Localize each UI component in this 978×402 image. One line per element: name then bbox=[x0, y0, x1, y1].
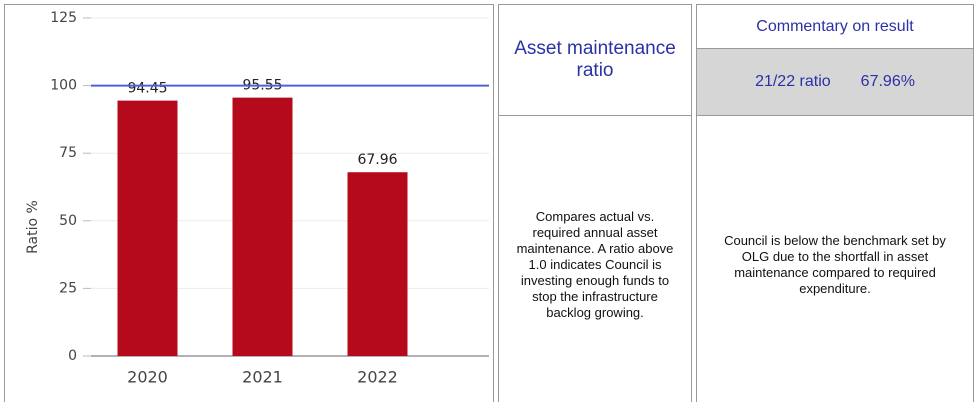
y-tick-label: 100 bbox=[50, 78, 77, 94]
commentary-header: Commentary on result bbox=[696, 4, 974, 49]
metric-title: Asset maintenance ratio bbox=[498, 4, 692, 116]
chart-panel: Ratio % 0 25 50 75 100 125 2020 94.45 2021 95.55 2… bbox=[4, 4, 494, 402]
x-tick-label: 2020 bbox=[127, 368, 168, 387]
x-tick-label: 2021 bbox=[242, 368, 283, 387]
y-tick-label: 25 bbox=[59, 280, 77, 296]
y-tick-label: 125 bbox=[50, 10, 77, 26]
ratio-value: 67.96% bbox=[860, 73, 915, 90]
y-axis-label: Ratio % bbox=[25, 200, 41, 254]
data-label: 94.45 bbox=[127, 81, 167, 97]
bar bbox=[117, 100, 178, 356]
commentary-text: Council is below the benchmark set by OL… bbox=[696, 115, 974, 402]
ratio-row: 21/22 ratio 67.96% bbox=[696, 48, 974, 116]
data-label: 67.96 bbox=[357, 152, 397, 168]
x-tick-label: 2022 bbox=[357, 368, 398, 387]
ratio-label: 21/22 ratio bbox=[755, 73, 831, 90]
metric-description: Compares actual vs. required annual asse… bbox=[498, 115, 692, 402]
chart: Ratio % 0255075100125202094.45202195.552… bbox=[25, 10, 489, 387]
bar bbox=[232, 97, 293, 356]
y-tick-label: 75 bbox=[59, 145, 77, 161]
bar bbox=[347, 172, 408, 356]
y-tick-label: 0 bbox=[68, 348, 77, 364]
y-tick-label: 50 bbox=[59, 213, 77, 229]
